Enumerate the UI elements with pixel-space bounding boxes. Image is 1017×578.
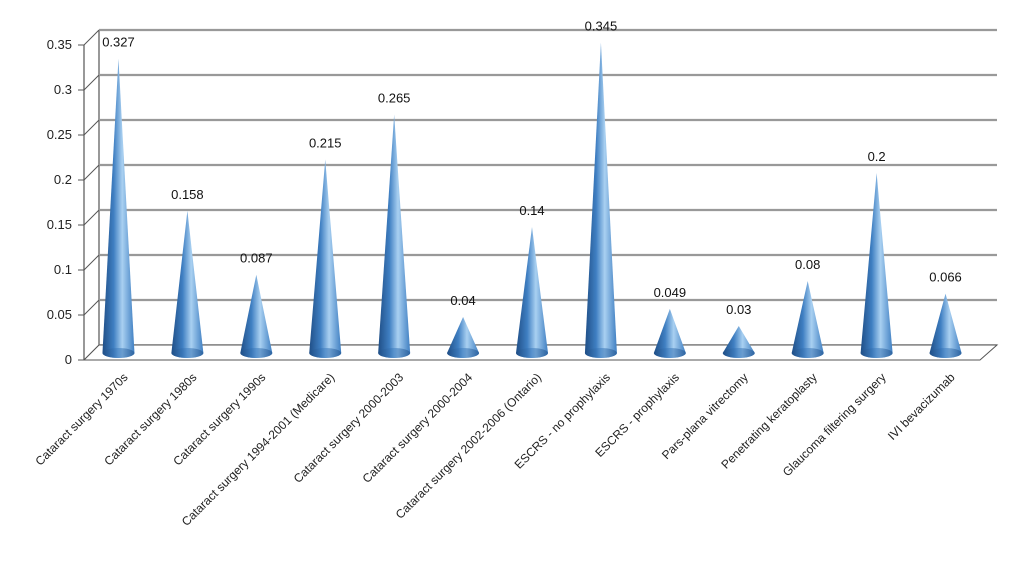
cone-bar (240, 274, 273, 358)
gridline-connector (83, 254, 100, 271)
y-tick-label: 0 (65, 352, 72, 367)
cone-bar (309, 159, 342, 358)
cone-bar (378, 114, 411, 358)
gridline-connector (83, 74, 100, 91)
data-label: 0.215 (309, 136, 342, 151)
cone-body (516, 227, 548, 358)
data-label: 0.14 (519, 203, 544, 218)
data-label: 0.08 (795, 257, 820, 272)
y-tick-label: 0.1 (54, 262, 72, 277)
cone-base (309, 348, 342, 358)
cone-bar (447, 317, 480, 358)
cone-base (653, 348, 686, 358)
data-label: 0.345 (585, 19, 618, 34)
y-tick-label: 0.05 (47, 307, 72, 322)
data-label: 0.049 (654, 285, 687, 300)
category-label: Cataract surgery 2002-2006 (Ontario) (393, 370, 544, 521)
cone-bar (653, 308, 686, 358)
data-label: 0.2 (868, 149, 886, 164)
data-label: 0.327 (102, 35, 135, 50)
data-labels: 0.327 0.158 0.087 0.215 0.265 0.04 0.14 0.345 0.… (102, 19, 962, 318)
cone-body (791, 281, 824, 358)
cone-body (860, 173, 893, 358)
cone-base (722, 348, 755, 358)
cone-bar (171, 210, 204, 358)
category-label: IVI bevacizumab (885, 370, 958, 443)
y-tick-label: 0.15 (47, 217, 72, 232)
cone-base (929, 348, 962, 358)
cone-body (447, 317, 480, 358)
cone-base (171, 348, 204, 358)
cone-base (860, 348, 893, 358)
data-label: 0.03 (726, 302, 751, 317)
category-label: Cataract surgery 1994-2001 (Medicare) (179, 370, 337, 528)
cone-bar (102, 58, 135, 358)
cone-bar (791, 281, 824, 358)
category-label: Cataract surgery 2000-2003 (291, 370, 407, 486)
data-label: 0.265 (378, 91, 411, 106)
gridline-connector (83, 209, 100, 226)
gridline-connector (83, 29, 100, 46)
cone-base (584, 348, 617, 358)
cone-base (516, 348, 548, 358)
cone-body (653, 308, 686, 358)
cone-body (171, 210, 204, 358)
category-label: Cataract surgery 2000-2004 (360, 370, 476, 486)
cone-body (584, 42, 617, 358)
cone-base (378, 348, 411, 358)
cone-body (929, 293, 962, 358)
cone-base (447, 348, 480, 358)
cone-bar (516, 227, 548, 358)
cone-bar (860, 173, 893, 358)
cones (102, 42, 962, 358)
gridline-connector (83, 119, 100, 136)
y-tick-label: 0.25 (47, 127, 72, 142)
cone-body (378, 114, 411, 358)
cone-body (240, 274, 273, 358)
data-label: 0.158 (171, 187, 204, 202)
cone-base (240, 348, 273, 358)
data-label: 0.066 (929, 270, 962, 285)
data-label: 0.087 (240, 251, 273, 266)
cone-body (309, 159, 342, 358)
cone-bar (929, 293, 962, 358)
cone-base (102, 348, 135, 358)
y-axis: 0 0.05 0.1 0.15 0.2 0.25 0.3 0.35 (47, 37, 85, 367)
cone-base (791, 348, 824, 358)
data-label: 0.04 (450, 293, 475, 308)
gridline-connector (83, 164, 100, 181)
cone-bar (722, 326, 755, 358)
cone-body (102, 58, 135, 358)
gridline-connector (83, 299, 100, 316)
y-tick-label: 0.35 (47, 37, 72, 52)
y-tick-label: 0.2 (54, 172, 72, 187)
cone-bar (584, 42, 617, 358)
y-tick-label: 0.3 (54, 82, 72, 97)
